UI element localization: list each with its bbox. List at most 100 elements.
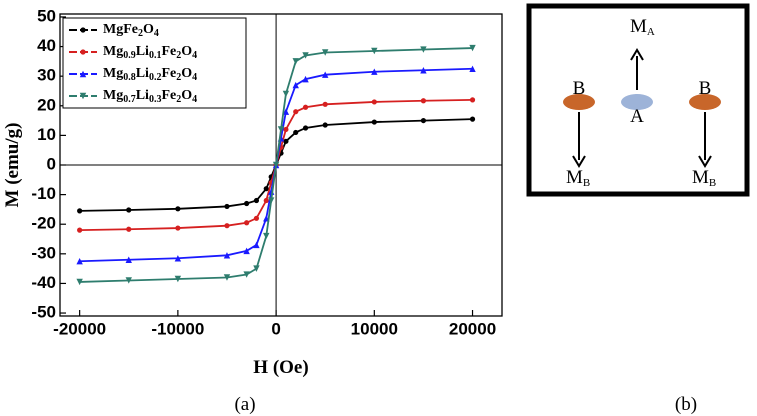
marker [469, 116, 476, 122]
marker [263, 186, 269, 192]
marker [125, 277, 132, 284]
arrow-head [630, 48, 644, 61]
legend-text-part: Li [136, 44, 149, 59]
y-tick-label: 0 [47, 154, 56, 173]
marker [243, 247, 250, 255]
legend-text-part: Fe [161, 44, 176, 59]
moment-label: MB [692, 167, 716, 189]
marker [174, 255, 182, 262]
site-label: A [630, 106, 644, 127]
x-tick-label: 20000 [449, 319, 496, 338]
marker [263, 232, 270, 240]
marker [244, 200, 250, 207]
legend-text-part: Mg [103, 44, 123, 59]
marker [80, 49, 86, 55]
marker [175, 206, 181, 212]
marker [224, 223, 230, 229]
marker [277, 126, 285, 133]
marker [76, 258, 83, 265]
marker [283, 138, 289, 144]
legend-text-part: 4 [154, 28, 159, 39]
legend-text-part: Li [136, 66, 149, 81]
legend-text-part: 4 [192, 50, 197, 61]
moment-label: MB [566, 167, 590, 189]
legend-text-part: 0.3 [149, 94, 162, 105]
x-tick-label: -10000 [151, 319, 204, 338]
marker [302, 104, 309, 110]
x-tick-label: 10000 [351, 319, 398, 338]
marker [420, 98, 427, 104]
marker [223, 252, 231, 259]
legend-text-part: 4 [192, 72, 197, 83]
site-a [621, 94, 653, 110]
caption: (a) [234, 394, 255, 415]
marker [322, 71, 329, 78]
site-label: B [573, 78, 586, 99]
y-tick-label: 10 [37, 125, 56, 144]
marker [469, 65, 476, 72]
legend-text-part: 4 [192, 94, 197, 105]
plot: MgFe2O4Mg0.9Li0.1Fe2O4Mg0.8Li0.2Fe2O4Mg0… [60, 14, 502, 316]
moment-subscript: B [583, 177, 590, 189]
marker [282, 90, 290, 98]
legend-text-part: 2 [176, 94, 181, 105]
legend-text-part: 2 [176, 72, 181, 83]
marker [126, 226, 132, 232]
y-tick-label: -40 [31, 273, 56, 292]
marker [77, 208, 83, 214]
legend-text-part: O [181, 44, 192, 59]
marker [293, 109, 299, 115]
marker [80, 27, 86, 33]
marker [302, 125, 309, 131]
y-tick-label: -20 [31, 214, 56, 233]
marker [371, 68, 378, 75]
marker [322, 49, 329, 56]
marker [175, 225, 181, 231]
legend-text-part: 0.7 [123, 94, 136, 105]
marker [263, 197, 269, 204]
marker [322, 101, 328, 107]
legend-label: Mg0.8Li0.2Fe2O4 [103, 66, 197, 83]
marker [302, 52, 309, 59]
moment-symbol: M [566, 167, 583, 188]
marker [126, 207, 132, 213]
legend-text-part: O [143, 22, 154, 37]
marker [243, 271, 250, 278]
moment-label: MA [630, 16, 655, 38]
legend-text-part: Mg [103, 66, 123, 81]
marker [253, 197, 260, 204]
marker [371, 99, 377, 105]
marker [267, 197, 275, 204]
legend-text-part: Li [136, 88, 149, 103]
x-tick-label: 0 [271, 319, 280, 338]
y-tick-label: 30 [37, 66, 56, 85]
site-b [689, 94, 721, 110]
arrow-head [698, 155, 712, 168]
marker [76, 278, 83, 286]
legend: MgFe2O4Mg0.9Li0.1Fe2O4Mg0.8Li0.2Fe2O4Mg0… [62, 17, 247, 109]
y-tick-label: 50 [37, 6, 56, 25]
diagram: B A B MA MB MB [526, 3, 750, 197]
marker [420, 67, 427, 74]
marker [244, 220, 250, 226]
marker [77, 227, 83, 233]
marker [469, 44, 476, 52]
y-tick-label: 40 [37, 36, 56, 55]
marker [371, 47, 378, 55]
x-axis-label: H (Oe) [253, 357, 308, 378]
legend-text-part: Fe [161, 88, 176, 103]
legend-text-part: O [181, 66, 192, 81]
marker [302, 75, 309, 83]
marker [293, 129, 299, 136]
y-tick-label: 20 [37, 95, 56, 114]
x-tick-label: -20000 [53, 319, 106, 338]
legend-text-part: 2 [138, 28, 143, 39]
y-tick-label: -30 [31, 243, 56, 262]
marker [322, 122, 328, 128]
moment-symbol: M [692, 167, 709, 188]
marker [469, 97, 476, 103]
moment-symbol: M [630, 16, 647, 37]
moment-subscript: B [709, 177, 716, 189]
marker [282, 108, 290, 115]
